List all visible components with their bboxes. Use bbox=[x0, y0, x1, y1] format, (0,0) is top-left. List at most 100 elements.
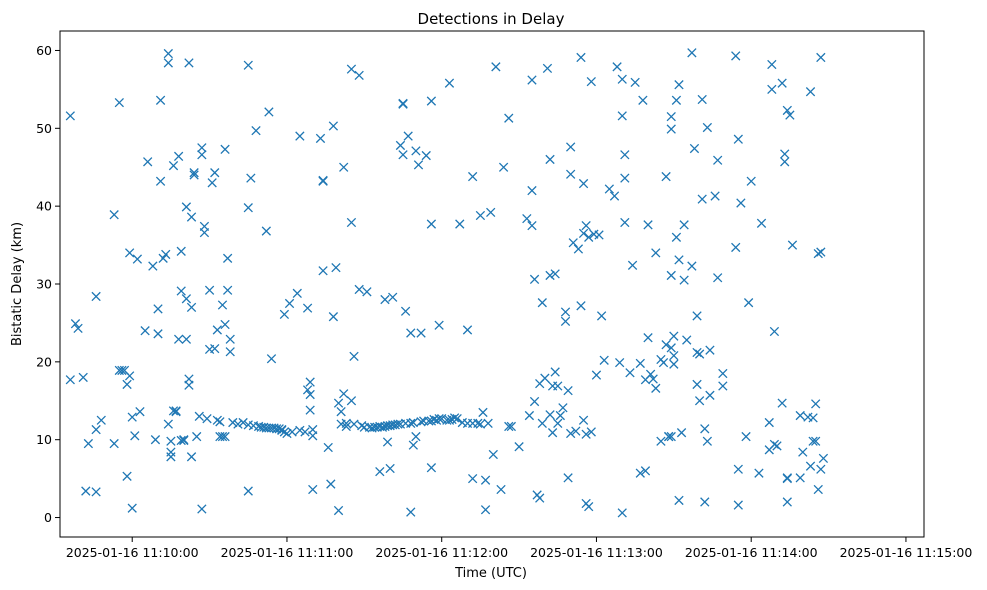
data-point bbox=[491, 62, 501, 72]
data-point bbox=[671, 95, 682, 105]
data-point bbox=[609, 191, 620, 201]
data-point bbox=[702, 122, 713, 133]
data-point bbox=[560, 316, 571, 327]
data-point bbox=[656, 436, 666, 446]
data-point bbox=[179, 435, 189, 445]
data-point bbox=[480, 475, 491, 485]
data-point bbox=[217, 300, 228, 310]
data-point bbox=[222, 285, 233, 295]
data-point bbox=[166, 436, 176, 446]
data-point bbox=[795, 410, 805, 421]
data-point bbox=[777, 78, 787, 88]
data-point bbox=[645, 369, 656, 379]
data-point bbox=[403, 131, 413, 141]
data-point bbox=[315, 133, 326, 144]
data-point bbox=[643, 220, 653, 230]
data-point bbox=[808, 413, 818, 423]
data-point bbox=[473, 418, 483, 429]
data-point bbox=[163, 58, 173, 68]
data-point bbox=[504, 113, 514, 123]
data-point bbox=[339, 162, 349, 172]
data-point bbox=[674, 495, 684, 506]
data-point bbox=[277, 425, 287, 436]
data-point bbox=[596, 311, 607, 321]
data-point bbox=[184, 58, 194, 68]
data-point bbox=[339, 389, 349, 399]
data-point bbox=[666, 270, 676, 281]
y-tick-label: 60 bbox=[36, 43, 52, 58]
data-point bbox=[434, 320, 444, 330]
data-point bbox=[705, 390, 715, 400]
data-point bbox=[816, 52, 826, 63]
data-point bbox=[813, 248, 823, 259]
data-point bbox=[305, 405, 315, 415]
data-point bbox=[540, 373, 550, 383]
y-tick-label: 50 bbox=[36, 121, 52, 136]
data-point bbox=[666, 111, 676, 122]
data-point bbox=[426, 219, 437, 229]
data-point bbox=[733, 464, 743, 474]
data-point bbox=[393, 419, 403, 429]
data-point bbox=[150, 435, 161, 445]
data-point bbox=[475, 419, 486, 429]
data-point bbox=[192, 431, 202, 442]
data-point bbox=[305, 377, 315, 387]
data-point bbox=[83, 438, 94, 449]
data-point bbox=[375, 466, 385, 477]
data-point bbox=[385, 463, 395, 474]
data-point bbox=[527, 220, 537, 231]
data-point bbox=[130, 431, 140, 441]
data-point bbox=[426, 463, 437, 473]
data-point bbox=[400, 306, 411, 316]
data-point bbox=[176, 246, 186, 256]
data-point bbox=[243, 486, 253, 496]
data-point bbox=[349, 419, 359, 429]
data-point bbox=[578, 178, 589, 189]
data-point bbox=[527, 75, 537, 85]
data-point bbox=[434, 414, 444, 424]
data-point bbox=[202, 414, 212, 424]
data-point bbox=[109, 438, 119, 449]
data-point bbox=[91, 424, 101, 435]
data-point bbox=[736, 198, 746, 208]
data-point bbox=[220, 431, 230, 442]
data-point bbox=[243, 60, 253, 70]
data-point bbox=[302, 385, 313, 395]
data-point bbox=[424, 416, 434, 426]
data-point bbox=[377, 422, 388, 432]
data-point bbox=[620, 217, 630, 228]
data-point bbox=[635, 358, 645, 369]
data-point bbox=[702, 436, 713, 446]
data-point bbox=[767, 84, 777, 95]
data-point bbox=[676, 428, 687, 438]
data-point bbox=[279, 309, 290, 320]
data-point bbox=[416, 328, 426, 338]
data-point bbox=[524, 410, 535, 421]
data-point bbox=[808, 436, 818, 446]
data-point bbox=[785, 110, 795, 120]
data-point bbox=[669, 331, 679, 341]
data-point bbox=[586, 76, 596, 87]
data-point bbox=[816, 247, 826, 257]
data-point bbox=[444, 78, 455, 88]
data-point bbox=[591, 370, 602, 380]
data-point bbox=[333, 398, 344, 408]
data-point bbox=[284, 298, 295, 309]
data-point bbox=[537, 418, 547, 429]
data-point bbox=[161, 249, 171, 260]
data-point bbox=[604, 184, 615, 194]
data-point bbox=[547, 428, 558, 438]
data-point bbox=[166, 452, 176, 462]
x-tick-label: 2025-01-16 11:13:00 bbox=[530, 545, 663, 560]
data-point bbox=[207, 178, 217, 188]
data-point bbox=[238, 417, 248, 428]
x-axis: 2025-01-16 11:10:00 2025-01-16 11:11:00 20… bbox=[66, 537, 972, 560]
data-point bbox=[578, 415, 589, 425]
data-point bbox=[181, 294, 192, 304]
data-point bbox=[388, 292, 398, 302]
data-point bbox=[475, 210, 486, 221]
data-point bbox=[210, 343, 220, 354]
data-point bbox=[651, 383, 661, 393]
data-point bbox=[697, 194, 707, 204]
